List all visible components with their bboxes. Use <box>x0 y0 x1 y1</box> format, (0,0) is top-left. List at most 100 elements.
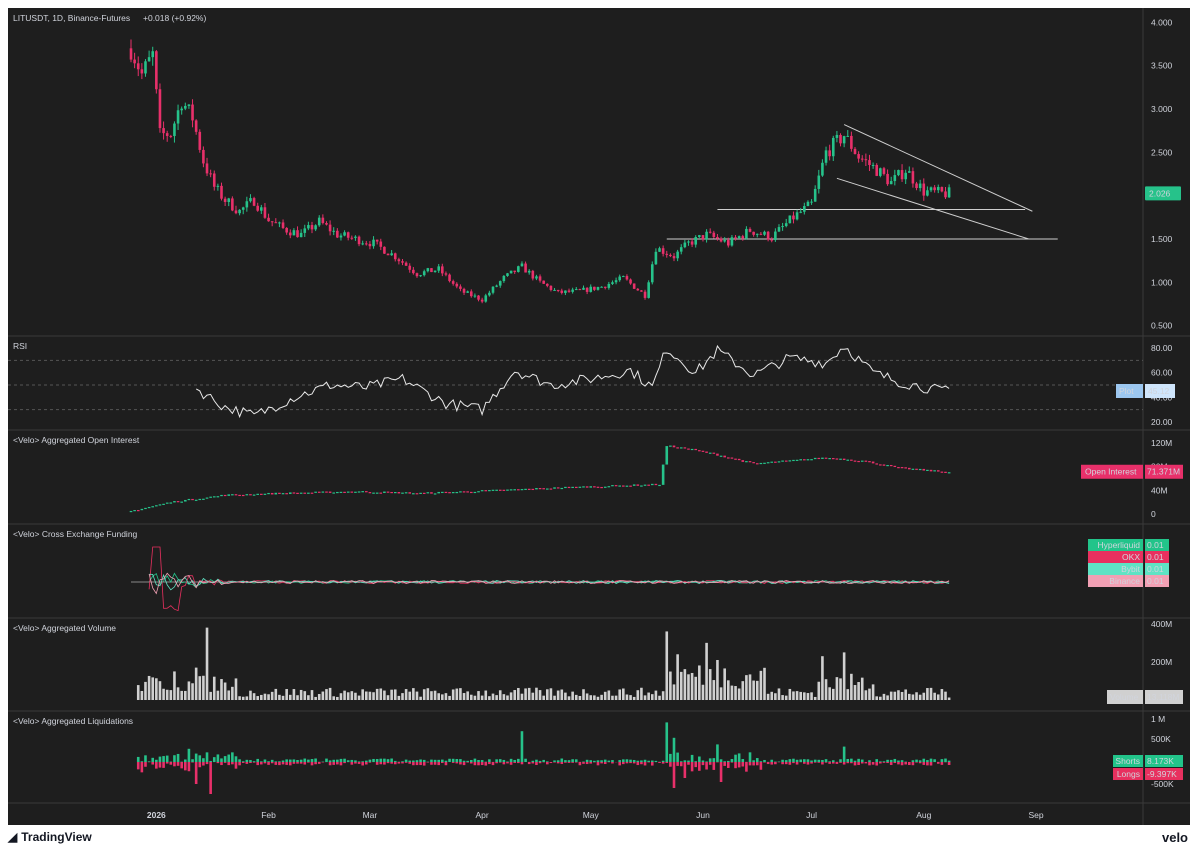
oi-candle <box>506 489 509 491</box>
candle-body <box>187 104 191 106</box>
candle-body <box>564 290 567 293</box>
oi-candle <box>151 506 155 508</box>
liq-short-bar <box>524 758 527 762</box>
candle-body <box>889 181 893 185</box>
volume-bar <box>227 690 231 700</box>
liq-long-bar <box>205 762 209 765</box>
liq-short-bar <box>390 758 393 762</box>
oi-candle <box>133 510 136 512</box>
liq-long-bar <box>520 762 524 765</box>
volume-bar <box>249 690 252 700</box>
liq-short-bar <box>839 759 842 762</box>
liq-long-bar <box>871 762 875 765</box>
liq-long-bar <box>249 762 252 764</box>
liq-long-bar <box>835 762 839 764</box>
liq-short-bar <box>542 759 545 762</box>
oi-candle <box>412 493 415 495</box>
liq-long-bar <box>202 762 205 766</box>
oi-candle <box>231 494 234 496</box>
volume-bar <box>908 693 911 700</box>
liq-short-bar <box>310 759 314 762</box>
volume-bar <box>879 696 882 700</box>
oi-candle <box>509 489 513 491</box>
liq-long-bar <box>278 762 281 766</box>
liq-long-bar <box>437 762 440 766</box>
tradingview-logo[interactable]: ◢ TradingView <box>8 830 92 844</box>
liq-long-bar <box>317 762 321 764</box>
oi-candle <box>158 504 162 506</box>
volume-bar <box>806 693 810 700</box>
volume-bar <box>198 676 202 700</box>
candle-body <box>748 228 752 232</box>
time-tick: Feb <box>261 810 276 820</box>
candle-body <box>361 243 364 245</box>
funding-badge-label: Binance <box>1109 576 1140 586</box>
volume-title: <Velo> Aggregated Volume <box>13 623 116 633</box>
volume-bar <box>821 656 824 700</box>
oi-candle <box>256 493 259 495</box>
liq-short-bar <box>267 761 270 762</box>
oi-candle <box>393 491 397 494</box>
oi-candle <box>698 450 701 452</box>
liq-long-bar <box>748 762 752 766</box>
candle-body <box>321 217 325 224</box>
oi-candle <box>821 457 824 459</box>
liq-short-bar <box>187 748 191 762</box>
liq-short-bar <box>488 759 491 762</box>
candle-body <box>245 201 249 208</box>
liq-short-bar <box>831 760 835 762</box>
oi-candle <box>571 486 574 489</box>
tradingview-wordmark: TradingView <box>21 830 92 844</box>
liq-short-bar <box>466 760 469 762</box>
liq-long-bar <box>781 762 784 765</box>
oi-badge-value: 71.371M <box>1147 467 1180 477</box>
liq-long-bar <box>263 762 267 764</box>
oi-candle <box>368 492 372 494</box>
axes: 4.000 3.500 3.000 2.500 1.500 1.000 0.500 2.026… <box>147 17 1181 820</box>
candle-body <box>231 198 234 211</box>
liq-long-bar <box>538 762 542 764</box>
oi-candle <box>252 494 256 496</box>
candle-body <box>886 173 889 185</box>
oi-candle <box>437 491 440 494</box>
funding-badge-value: 0.01 <box>1147 552 1164 562</box>
liq-short-bar <box>795 759 799 762</box>
liq-short-bar <box>567 760 571 762</box>
liq-short-bar <box>231 752 234 762</box>
candle-body <box>549 285 553 290</box>
liq-long-bar <box>585 762 589 765</box>
oi-candle <box>531 488 535 491</box>
liq-long-bar <box>813 762 817 763</box>
volume-bar <box>513 690 517 700</box>
liq-long-bar <box>556 762 560 764</box>
candle-body <box>824 150 828 163</box>
oi-candle <box>922 468 926 471</box>
liq-long-bar <box>737 762 741 768</box>
liquidations-pane: 1 M 500K -500K Shorts 8.173K Longs -9.397K <box>136 714 1183 794</box>
candle-body <box>209 173 212 175</box>
oi-candle <box>433 493 437 495</box>
liq-short-bar <box>462 760 466 762</box>
liq-short-bar <box>296 760 299 762</box>
liq-short-bar <box>459 759 462 762</box>
oi-candle <box>317 491 321 493</box>
oi-candle <box>886 464 889 467</box>
oi-candle <box>303 492 307 494</box>
volume-bar <box>517 687 520 700</box>
candle-body <box>647 282 650 298</box>
oi-candle <box>929 469 933 472</box>
liq-short-bar <box>212 757 216 762</box>
liq-long-bar <box>144 762 147 767</box>
volume-bar <box>944 691 947 700</box>
oi-candle <box>220 494 223 497</box>
liq-long-bar <box>136 762 140 770</box>
liq-short-bar <box>292 759 296 762</box>
liq-long-bar <box>375 762 379 765</box>
volume-bar <box>292 689 296 700</box>
liq-long-bar <box>755 762 759 766</box>
liq-long-bar <box>546 762 549 765</box>
oi-candle <box>299 492 303 494</box>
volume-bar <box>915 692 918 700</box>
